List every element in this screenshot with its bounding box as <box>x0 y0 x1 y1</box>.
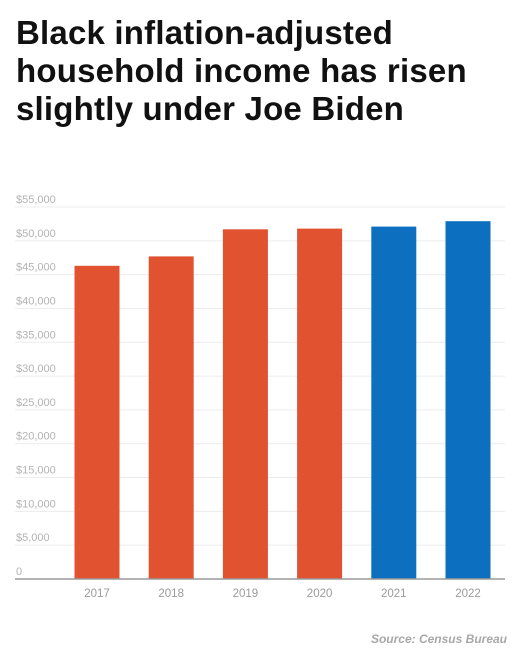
y-tick-label: $45,000 <box>16 262 56 274</box>
x-tick-label: 2018 <box>158 588 184 600</box>
bar-2018 <box>148 256 194 579</box>
y-tick-label: $50,000 <box>16 228 56 240</box>
bar-2017 <box>74 265 120 579</box>
y-tick-label: $55,000 <box>16 194 56 206</box>
x-tick-label: 2017 <box>84 588 110 600</box>
bar-2020 <box>297 228 343 579</box>
y-axis-tick-labels: 0 $5,000 $10,000 $15,000 $20,000 $25,000 $30,0… <box>16 194 56 578</box>
x-tick-label: 2021 <box>381 588 407 600</box>
y-tick-label: $10,000 <box>16 498 56 510</box>
y-tick-label: $20,000 <box>16 431 56 443</box>
y-tick-label: $35,000 <box>16 329 56 341</box>
x-tick-label: 2020 <box>307 588 333 600</box>
bar-2019 <box>222 229 268 580</box>
x-tick-label: 2019 <box>233 588 259 600</box>
chart-title: Black inflation-adjusted household incom… <box>16 14 467 127</box>
bar-2022 <box>445 221 491 579</box>
y-tick-label: $40,000 <box>16 295 56 307</box>
bar-2021 <box>371 226 417 579</box>
y-tick-label: $25,000 <box>16 397 56 409</box>
y-tick-label: 0 <box>16 566 22 578</box>
y-tick-label: $15,000 <box>16 465 56 477</box>
x-tick-label: 2022 <box>455 588 481 600</box>
x-axis-tick-labels: 2017 2018 2019 2020 2021 2022 <box>84 588 481 600</box>
y-tick-label: $5,000 <box>16 532 50 544</box>
bars <box>74 221 491 580</box>
y-tick-label: $30,000 <box>16 363 56 375</box>
source-note: Source: Census Bureau <box>370 632 507 646</box>
bar-chart: 0 $5,000 $10,000 $15,000 $20,000 $25,000 $30,0… <box>15 194 505 600</box>
